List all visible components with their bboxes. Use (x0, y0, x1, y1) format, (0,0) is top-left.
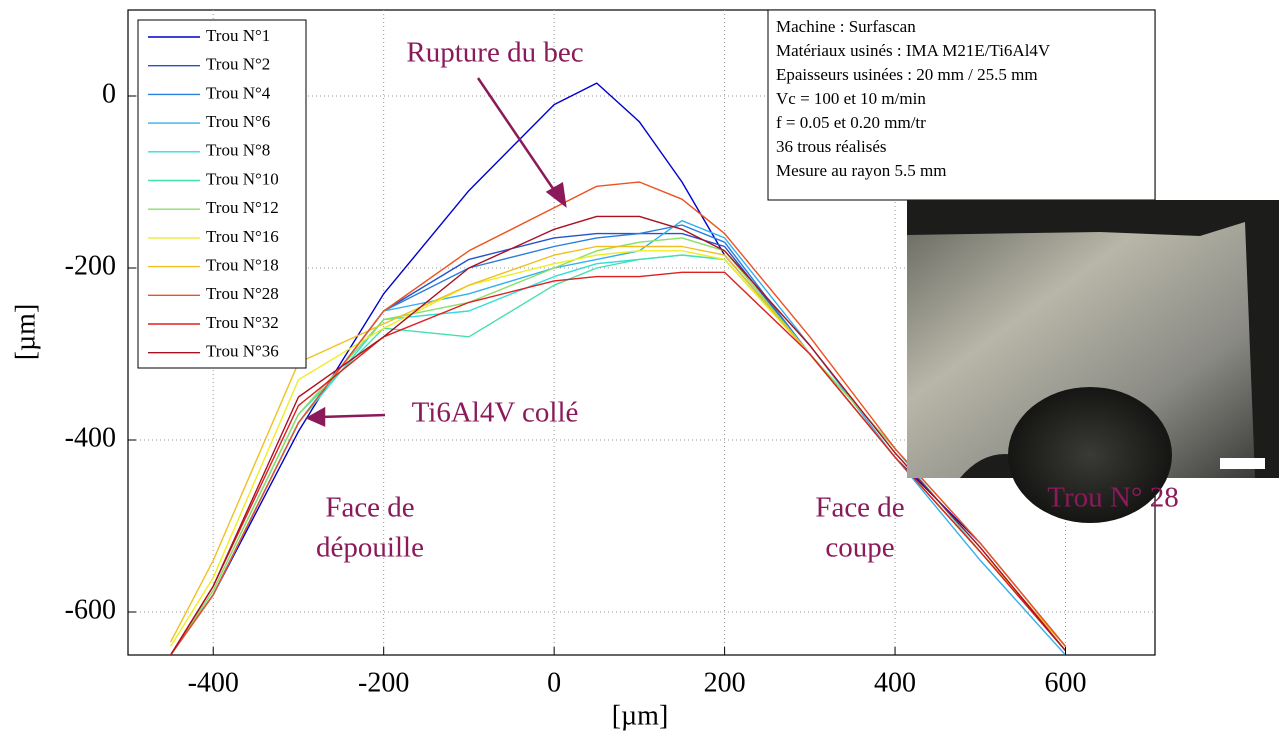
legend-label: Trou N°12 (206, 198, 279, 217)
legend-label: Trou N°1 (206, 26, 270, 45)
legend-label: Trou N°4 (206, 83, 271, 102)
x-axis-label: [µm] (612, 700, 669, 731)
annotation: Rupture du bec (406, 37, 583, 69)
lines (169, 82, 1067, 655)
face-label: Face de (325, 492, 414, 524)
info-line: f = 0.05 et 0.20 mm/tr (776, 113, 926, 132)
series-line (170, 215, 1067, 655)
ticks: -400 -200 0 200 400 600 -600 -400 -200 0 (65, 78, 1087, 698)
info-line: Epaisseurs usinées : 20 mm / 25.5 mm (776, 65, 1038, 84)
info-text: Machine : Surfascan Matériaux usinés : IM… (776, 17, 1051, 180)
arrow-line (476, 77, 560, 197)
photo-hole (1008, 387, 1172, 523)
arrow-head (305, 406, 326, 427)
info-box (767, 9, 1156, 201)
legend-label: Trou N°10 (206, 169, 279, 188)
legend-label: Trou N°28 (206, 284, 279, 303)
photo-scale-bar (1220, 458, 1265, 469)
legend-label: Trou N°8 (206, 141, 270, 160)
x-tick-label: 600 (1045, 667, 1087, 698)
legend-label: Trou N°36 (206, 342, 279, 361)
legend-label: Trou N°16 (206, 227, 279, 246)
x-tick-label: -200 (358, 667, 409, 698)
legend-label: Trou N°2 (206, 55, 270, 74)
legend-box (137, 19, 307, 369)
y-axis-label: [µm] (10, 304, 41, 361)
arrow-line (319, 413, 386, 419)
legend-label: Trou N°6 (206, 112, 270, 131)
photo (907, 200, 1279, 523)
legend-label: Trou N°18 (206, 256, 279, 275)
series-line (170, 181, 1067, 655)
annotation-arrows (305, 77, 567, 427)
x-tick-label: -400 (188, 667, 239, 698)
annotations: Rupture du bec Ti6Al4V collé Face de dépoui… (316, 37, 905, 564)
legend: Trou N°1 Trou N°2 Trou N°4 Trou N°6 Trou N°8… (148, 26, 279, 361)
info-line: Machine : Surfascan (776, 17, 916, 36)
arrow-head (545, 182, 567, 208)
y-tick-label: -600 (65, 594, 116, 625)
info-line: Mesure au rayon 5.5 mm (776, 161, 946, 180)
photo-caption: Trou N° 28 (1047, 482, 1178, 514)
face-label: Face de (815, 492, 904, 524)
legend-label: Trou N°32 (206, 313, 279, 332)
y-tick-label: 0 (102, 78, 116, 109)
y-tick-label: -200 (65, 250, 116, 281)
info-line: Matériaux usinés : IMA M21E/Ti6Al4V (776, 41, 1051, 60)
info-line: Vc = 100 et 10 m/min (776, 89, 926, 108)
face-label: dépouille (316, 532, 424, 564)
annotation: Ti6Al4V collé (412, 397, 579, 429)
x-tick-label: 0 (547, 667, 561, 698)
photo-tool (907, 222, 1255, 478)
x-tick-label: 200 (704, 667, 746, 698)
face-label: coupe (825, 532, 894, 564)
series-line (170, 271, 1067, 655)
y-tick-label: -400 (65, 422, 116, 453)
info-line: 36 trous réalisés (776, 137, 886, 156)
x-tick-label: 400 (874, 667, 916, 698)
